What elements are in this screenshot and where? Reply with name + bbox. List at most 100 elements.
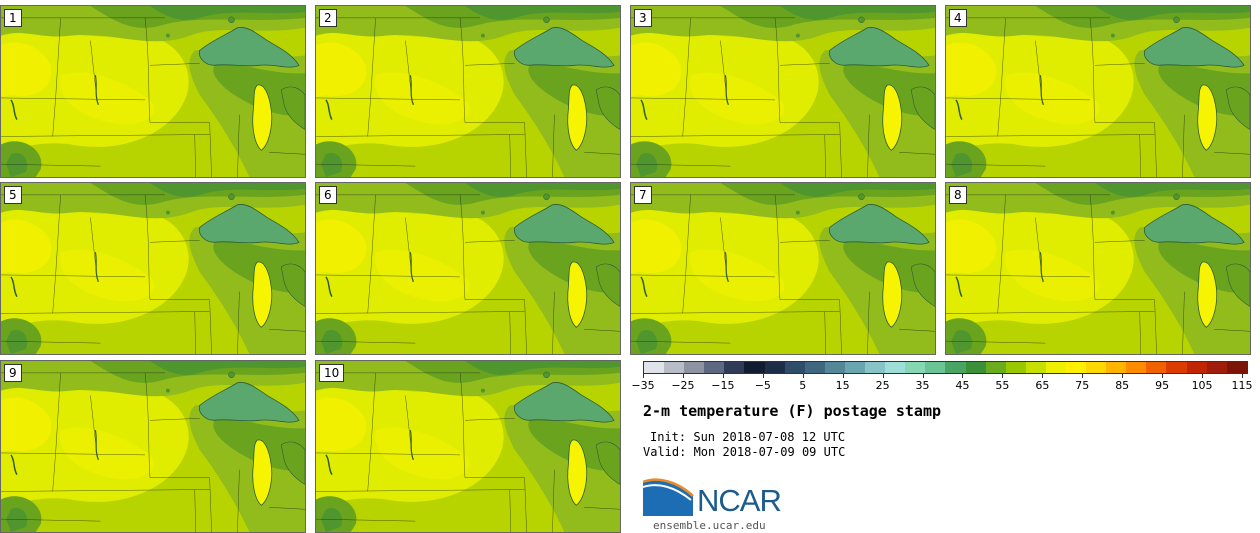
website-link[interactable]: ensemble.ucar.edu <box>653 519 766 532</box>
ncar-logo-text: NCAR <box>697 483 782 518</box>
colorbar-tick <box>1122 374 1124 378</box>
colorbar-tick-label: 75 <box>1075 379 1090 392</box>
colorbar-swatch <box>1106 362 1127 373</box>
map-panel-4: 4 <box>945 5 1251 178</box>
colorbar-swatch <box>844 362 866 373</box>
colorbar-tick <box>643 374 644 378</box>
member-label: 10 <box>319 364 345 382</box>
colorbar-tick <box>682 374 684 378</box>
colorbar-swatch <box>885 362 906 373</box>
map-panel-2: 2 <box>315 5 621 178</box>
temperature-map <box>1 361 305 532</box>
colorbar-tick-label: −35 <box>631 379 655 392</box>
colorbar-swatch <box>744 362 765 373</box>
temperature-map <box>316 6 620 177</box>
colorbar-tick-label: 5 <box>799 379 807 392</box>
member-label: 8 <box>949 186 967 204</box>
colorbar-tick <box>762 374 764 378</box>
colorbar-ticks: −35 −25 −15 −5 5 15 25 35 45 55 65 75 85 95 105 115 <box>631 374 1253 394</box>
colorbar-swatch <box>1045 362 1066 373</box>
temperature-map <box>1 183 305 354</box>
colorbar-tick <box>1002 374 1004 378</box>
plot-title: 2-m temperature (F) postage stamp <box>643 402 942 420</box>
temperature-map <box>631 6 935 177</box>
colorbar-tick-label: −25 <box>671 379 695 392</box>
colorbar-swatch <box>965 362 986 373</box>
colorbar-tick-label: −15 <box>711 379 735 392</box>
colorbar-swatch <box>1226 362 1247 373</box>
member-label: 4 <box>949 9 967 27</box>
colorbar-swatch <box>1086 362 1107 373</box>
colorbar-swatch <box>1025 362 1046 373</box>
colorbar-swatch <box>764 362 785 373</box>
colorbar-swatch <box>905 362 926 373</box>
colorbar-tick <box>962 374 964 378</box>
temperature-map <box>1 6 305 177</box>
colorbar-swatch <box>644 362 665 373</box>
colorbar-swatch <box>1126 362 1147 373</box>
colorbar-tick <box>802 374 804 378</box>
map-panel-6: 6 <box>315 182 621 355</box>
colorbar-tick-label: 25 <box>875 379 890 392</box>
colorbar-tick-label: 115 <box>1231 379 1253 392</box>
colorbar-swatch <box>684 362 705 373</box>
member-label: 5 <box>4 186 22 204</box>
member-label: 1 <box>4 9 22 27</box>
colorbar-tick-label: 65 <box>1035 379 1050 392</box>
member-label: 6 <box>319 186 337 204</box>
colorbar-tick-label: 35 <box>915 379 930 392</box>
colorbar-swatch <box>1146 362 1167 373</box>
colorbar-tick <box>1242 374 1243 378</box>
colorbar-tick-label: 95 <box>1155 379 1170 392</box>
colorbar-swatch <box>945 362 966 373</box>
member-label: 7 <box>634 186 652 204</box>
colorbar-swatch <box>925 362 946 373</box>
member-label: 2 <box>319 9 337 27</box>
colorbar-tick <box>1082 374 1084 378</box>
temperature-map <box>631 183 935 354</box>
colorbar-swatch <box>664 362 685 373</box>
ncar-logo-icon <box>643 478 694 516</box>
colorbar-swatch <box>784 362 805 373</box>
colorbar-swatch <box>824 362 845 373</box>
temperature-map <box>946 6 1250 177</box>
colorbar-tick-label: 45 <box>955 379 970 392</box>
colorbar-tick <box>722 374 724 378</box>
colorbar-swatch <box>704 362 725 373</box>
valid-time: Valid: Mon 2018-07-09 09 UTC <box>643 445 846 459</box>
colorbar-tick-label: −5 <box>754 379 771 392</box>
temperature-colorbar <box>643 361 1248 374</box>
colorbar-swatch <box>1186 362 1207 373</box>
colorbar-tick <box>922 374 924 378</box>
map-panel-9: 9 <box>0 360 306 533</box>
colorbar-swatch <box>985 362 1006 373</box>
member-label: 9 <box>4 364 22 382</box>
map-panel-3: 3 <box>630 5 936 178</box>
colorbar-tick <box>882 374 884 378</box>
map-panel-8: 8 <box>945 182 1251 355</box>
colorbar-swatch <box>724 362 745 373</box>
init-time: Init: Sun 2018-07-08 12 UTC <box>650 430 846 444</box>
colorbar-tick-label: 55 <box>995 379 1010 392</box>
temperature-map <box>946 183 1250 354</box>
temperature-map <box>316 361 620 532</box>
colorbar-tick <box>1202 374 1204 378</box>
colorbar-tick-label: 105 <box>1191 379 1213 392</box>
colorbar-tick <box>842 374 844 378</box>
member-label: 3 <box>634 9 652 27</box>
map-panel-1: 1 <box>0 5 306 178</box>
colorbar-swatch <box>1206 362 1227 373</box>
colorbar-tick-label: 85 <box>1115 379 1130 392</box>
colorbar-tick <box>1162 374 1164 378</box>
map-panel-5: 5 <box>0 182 306 355</box>
colorbar-swatch <box>865 362 886 373</box>
colorbar-swatch <box>1166 362 1187 373</box>
colorbar-tick-label: 15 <box>835 379 850 392</box>
colorbar-tick <box>1042 374 1044 378</box>
colorbar-swatch <box>1065 362 1087 373</box>
colorbar-swatch <box>1005 362 1026 373</box>
map-panel-7: 7 <box>630 182 936 355</box>
colorbar-swatch <box>804 362 825 373</box>
temperature-map <box>316 183 620 354</box>
map-panel-10: 10 <box>315 360 621 533</box>
